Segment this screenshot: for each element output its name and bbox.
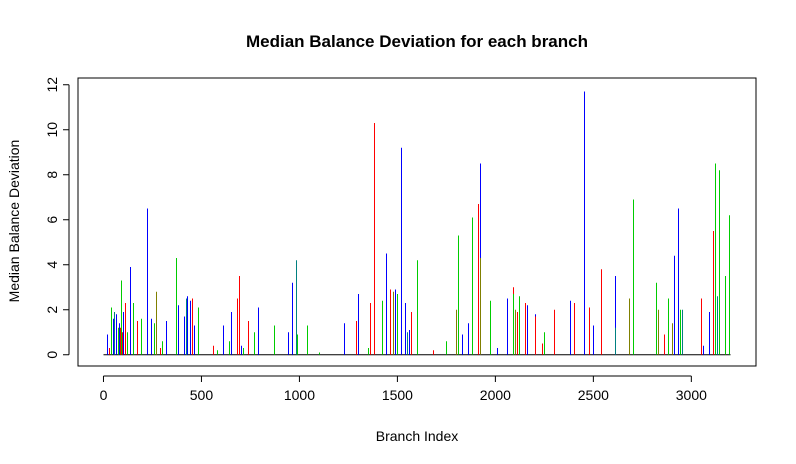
y-tick-label-2: 4	[44, 261, 60, 269]
x-tick-label-3: 1500	[382, 387, 413, 403]
bars	[103, 91, 731, 356]
y-tick-label-1: 2	[44, 306, 60, 314]
x-tick-label-6: 3000	[676, 387, 707, 403]
x-axis-label: Branch Index	[376, 428, 459, 444]
x-tick-label-1: 500	[190, 387, 214, 403]
y-tick-label-6: 12	[44, 77, 60, 93]
plot-frame	[77, 77, 757, 367]
x-axis: 0 500 1000 1500 2000 2500 3000	[100, 375, 707, 403]
y-axis-label: Median Balance Deviation	[6, 140, 22, 303]
y-tick-label-5: 10	[44, 122, 60, 138]
y-axis: 0 2 4 6 8 10 12	[44, 77, 70, 359]
x-tick-label-0: 0	[100, 387, 108, 403]
y-tick-label-0: 0	[44, 351, 60, 359]
x-tick-label-5: 2500	[578, 387, 609, 403]
y-tick-label-4: 8	[44, 171, 60, 179]
y-tick-label-3: 6	[44, 216, 60, 224]
chart-title: Median Balance Deviation for each branch	[246, 32, 588, 51]
x-tick-label-2: 1000	[284, 387, 315, 403]
x-tick-label-4: 2000	[480, 387, 511, 403]
